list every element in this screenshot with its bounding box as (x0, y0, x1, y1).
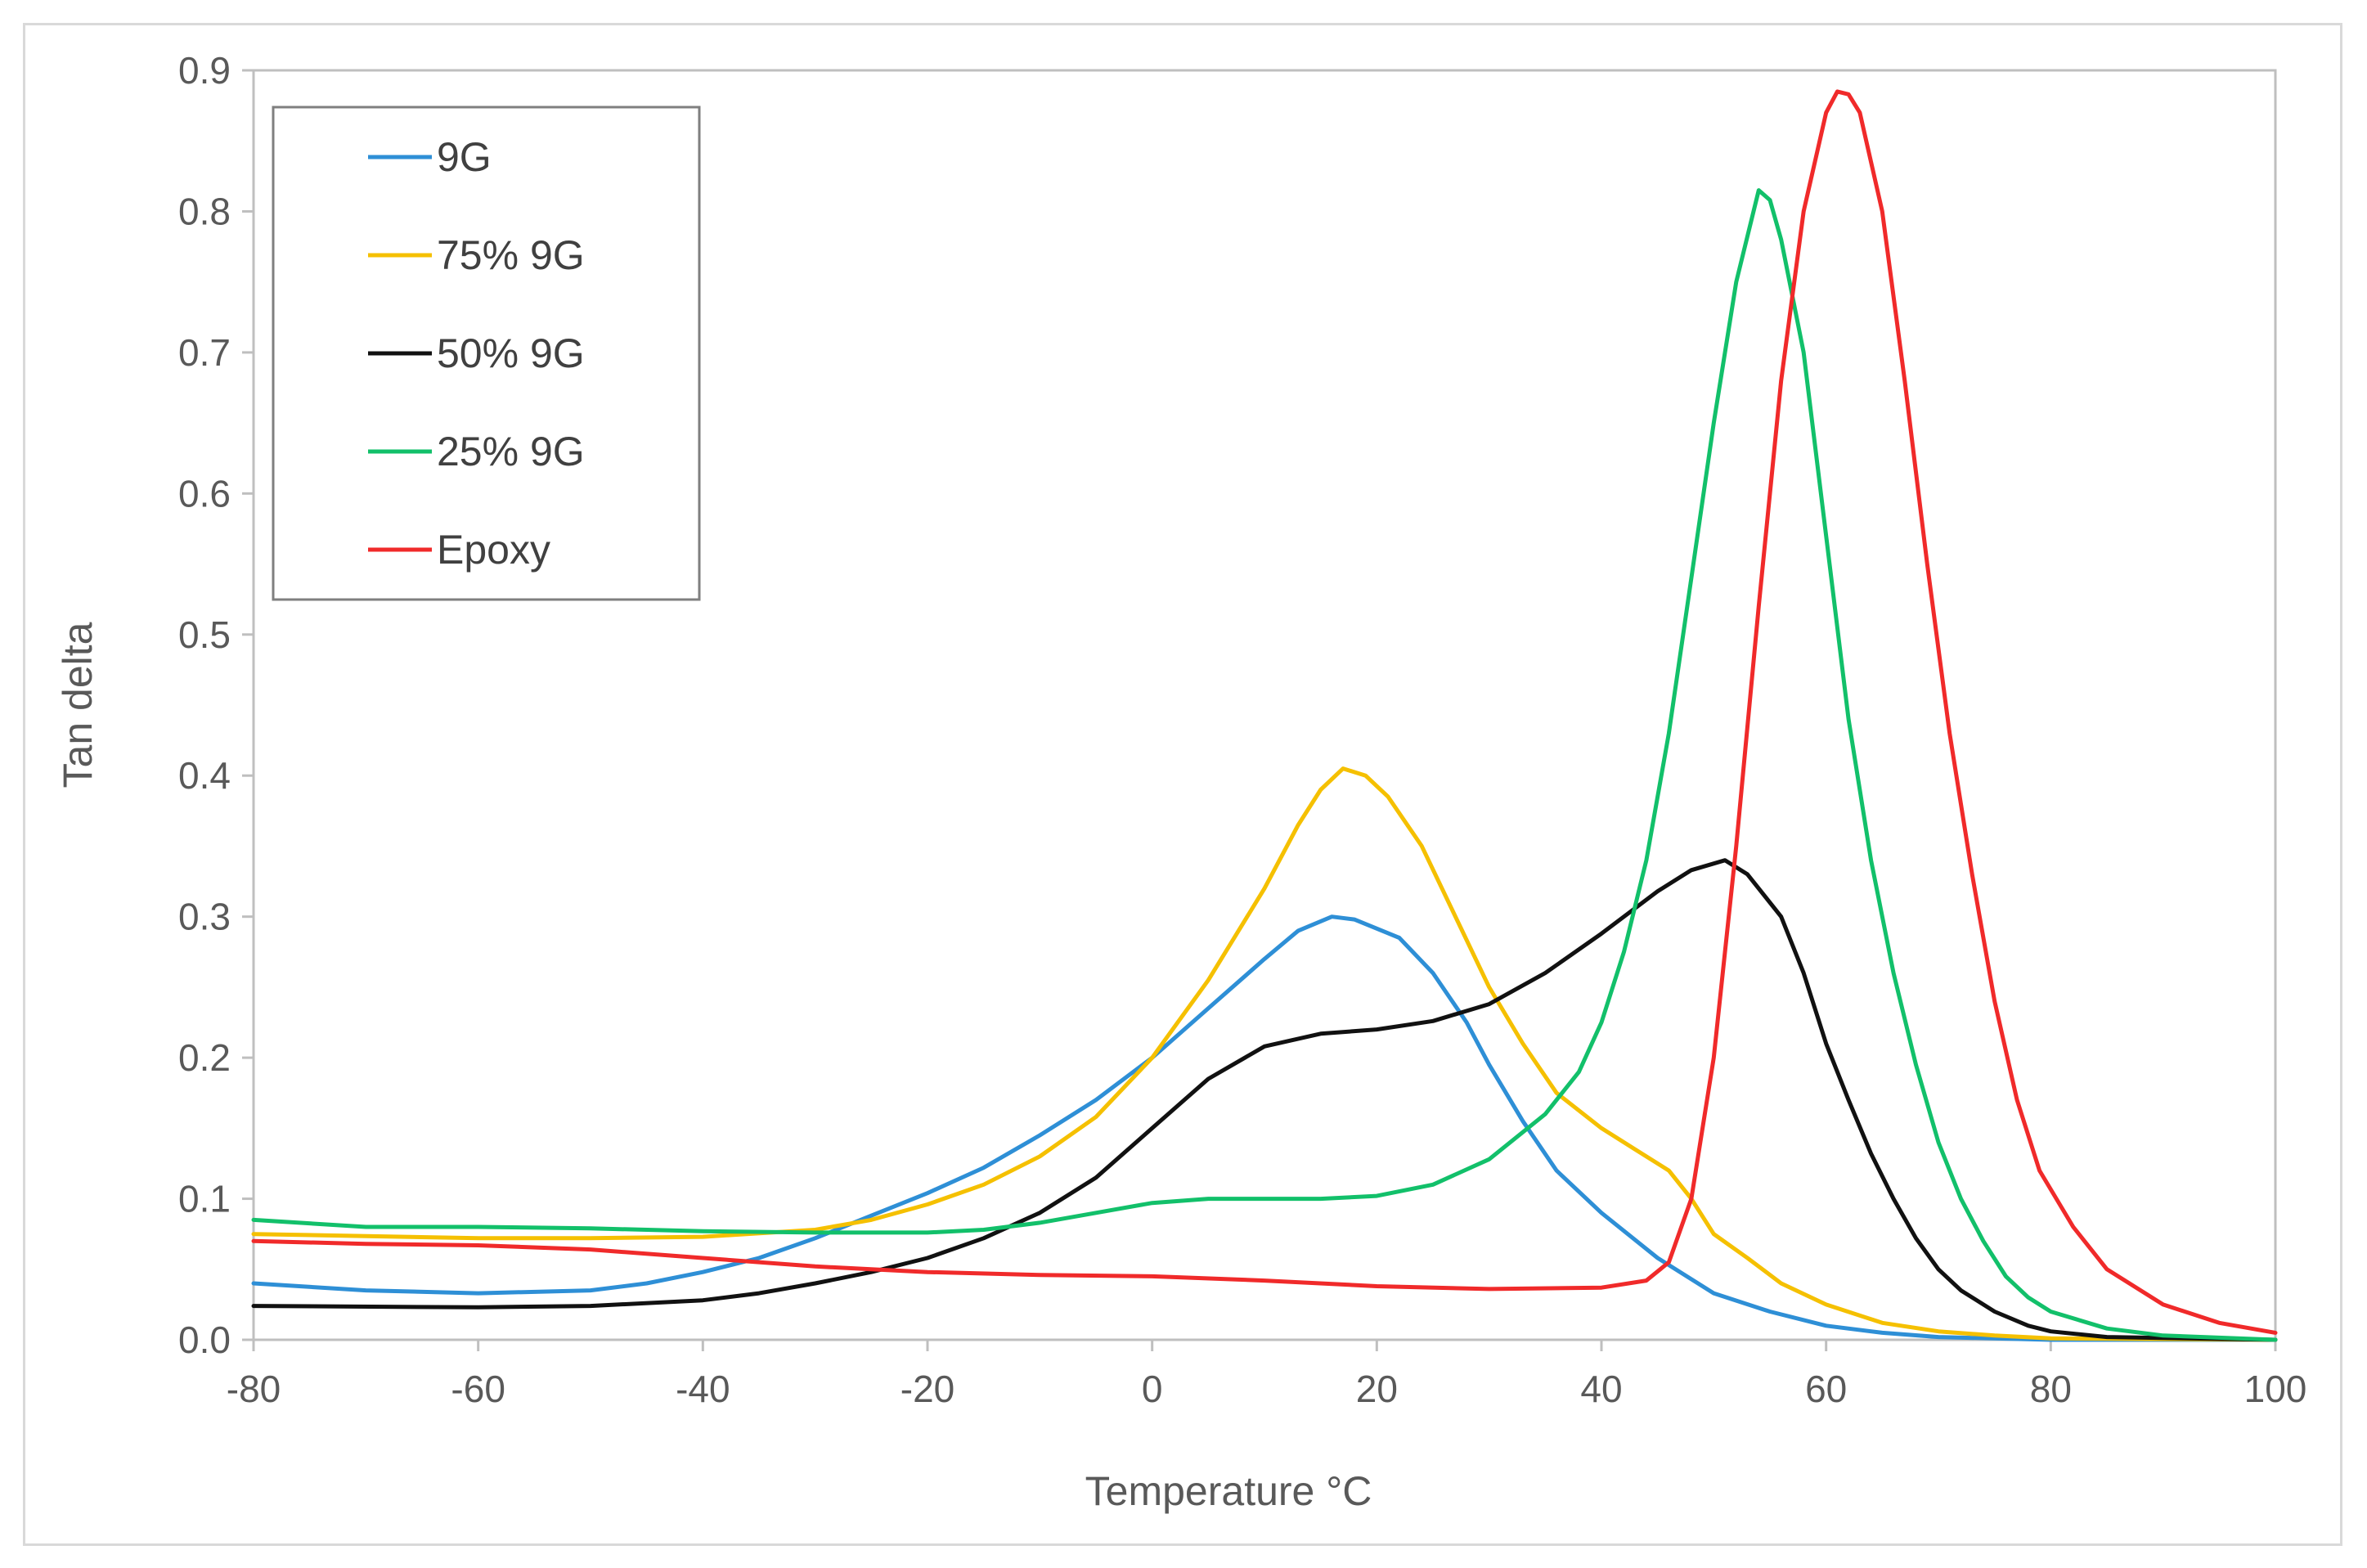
series-line-epoxy (251, 89, 2278, 1335)
series-lines (251, 89, 2278, 1342)
x-tick-label: 100 (2244, 1368, 2307, 1410)
x-tick-label: -80 (227, 1368, 281, 1410)
y-tick-label: 0.1 (178, 1178, 231, 1220)
legend-label: Epoxy (437, 527, 550, 573)
y-tick-label: 0.6 (178, 472, 231, 514)
x-tick-label: 40 (1580, 1368, 1622, 1410)
x-tick-label: -40 (676, 1368, 730, 1410)
x-tick-label: 20 (1356, 1368, 1398, 1410)
series-line-50-9g (251, 858, 2278, 1342)
y-tick-label: 0.8 (178, 190, 231, 232)
legend: 9G 75% 9G 50% 9G 25% 9G Epoxy (272, 106, 701, 601)
legend-label: 75% 9G (437, 232, 585, 278)
plot-area (252, 69, 2277, 1341)
x-tick-label: -60 (451, 1368, 505, 1410)
legend-label: 50% 9G (437, 330, 585, 376)
y-tick-label: 0.2 (178, 1036, 231, 1079)
y-tick-label: 0.3 (178, 896, 231, 938)
series-line-25-9g (251, 188, 2278, 1342)
y-tick-label: 0.4 (178, 754, 231, 797)
series-line-75-9g (251, 766, 2278, 1342)
legend-label: 9G (437, 134, 492, 180)
legend-box (272, 106, 701, 601)
x-tick-label: 0 (1142, 1368, 1163, 1410)
x-tick-label: -20 (901, 1368, 954, 1410)
legend-items: 9G 75% 9G 50% 9G 25% 9G Epoxy (368, 134, 585, 573)
x-tick-label: 80 (2030, 1368, 2072, 1410)
y-tick-label: 0.9 (178, 49, 231, 92)
y-tick-label: 0.0 (178, 1319, 231, 1361)
y-tick-label: 0.5 (178, 613, 231, 656)
legend-label: 25% 9G (437, 429, 585, 474)
y-axis: 0.0 0.1 0.2 0.3 0.4 0.5 0.6 0.7 0.8 0.9 (178, 49, 254, 1361)
series-line-9g (251, 914, 2278, 1342)
x-axis-title: Temperature °C (1085, 1468, 1372, 1514)
y-axis-title: Tan delta (55, 622, 101, 788)
x-axis: -80 -60 -40 -20 0 20 40 60 80 100 (227, 1340, 2307, 1410)
x-tick-label: 60 (1805, 1368, 1847, 1410)
y-tick-label: 0.7 (178, 331, 231, 374)
